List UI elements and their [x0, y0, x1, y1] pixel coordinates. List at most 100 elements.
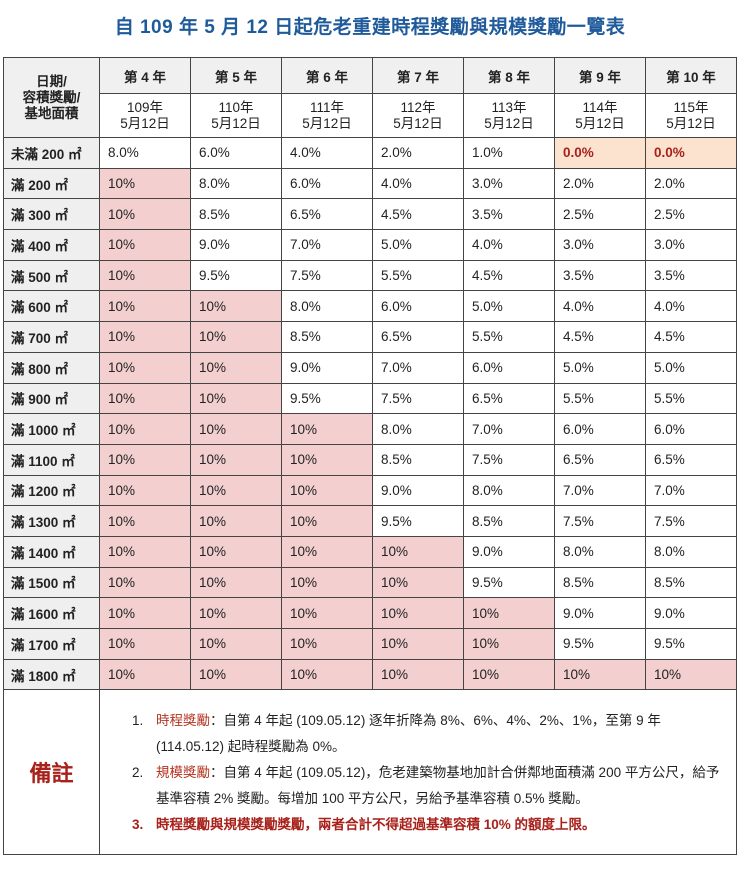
bonus-cell: 6.5% [554, 443, 646, 476]
bonus-cell: 10% [281, 658, 373, 691]
bonus-cell: 10% [372, 628, 464, 660]
date-header: 114年 5月12日 [554, 93, 646, 138]
date-line: 113年 [491, 99, 527, 115]
date-line: 5月12日 [666, 115, 716, 131]
bonus-cell: 4.0% [645, 290, 737, 323]
bonus-cell: 9.5% [372, 505, 464, 537]
bonus-cell: 10% [99, 198, 191, 231]
bonus-cell: 8.0% [190, 167, 282, 200]
bonus-cell: 10% [99, 382, 191, 415]
bonus-cell: 10% [190, 597, 282, 629]
table-row: 滿 800 ㎡ 10% 10% 9.0% 7.0% 6.0% 5.0% 5.0% [3, 351, 737, 384]
bonus-cell: 10% [99, 628, 191, 660]
bonus-cell: 7.5% [645, 505, 737, 537]
bonus-cell: 10% [99, 290, 191, 323]
year-header: 第 4 年 [99, 57, 191, 94]
area-label: 滿 1200 ㎡ [3, 474, 100, 507]
bonus-cell: 4.0% [281, 137, 373, 169]
table-row: 滿 500 ㎡ 10% 9.5% 7.5% 5.5% 4.5% 3.5% 3.5% [3, 259, 737, 292]
bonus-cell: 9.5% [463, 566, 555, 599]
corner-line: 容積獎勵/ [22, 89, 81, 105]
note-number: 3. [132, 817, 144, 833]
note-number: 2. [132, 765, 144, 781]
notes-label: 備註 [3, 689, 100, 856]
page-title: 自 109 年 5 月 12 日起危老重建時程獎勵與規模獎勵一覽表 [114, 17, 626, 38]
notes-content: 1. 時程獎勵：自第 4 年起 (109.05.12) 逐年折降為 8%、6%、4… [99, 689, 737, 856]
bonus-cell: 9.5% [190, 259, 282, 292]
note-key: 時程獎勵 [156, 713, 210, 729]
year-header: 第 6 年 [281, 57, 373, 94]
bonus-cell: 10% [99, 566, 191, 599]
corner-header: 日期/ 容積獎勵/ 基地面積 [3, 57, 100, 138]
bonus-cell: 10% [99, 443, 191, 476]
corner-line: 日期/ [36, 73, 67, 89]
table-row: 滿 200 ㎡ 10% 8.0% 6.0% 4.0% 3.0% 2.0% 2.0% [3, 167, 737, 200]
bonus-cell: 3.5% [645, 259, 737, 292]
date-line: 5月12日 [484, 115, 534, 131]
bonus-cell: 2.0% [645, 167, 737, 200]
area-label: 滿 500 ㎡ [3, 259, 100, 292]
bonus-cell: 9.0% [645, 597, 737, 629]
table-row: 滿 1600 ㎡ 10% 10% 10% 10% 10% 9.0% 9.0% [3, 597, 737, 629]
bonus-cell: 7.5% [554, 505, 646, 537]
bonus-cell: 9.5% [281, 382, 373, 415]
year-header: 第 10 年 [645, 57, 737, 94]
bonus-cell: 10% [281, 566, 373, 599]
bonus-cell: 10% [372, 658, 464, 691]
area-label: 未滿 200 ㎡ [3, 137, 100, 169]
bonus-cell: 10% [645, 658, 737, 691]
bonus-cell: 0.0% [645, 137, 737, 169]
bonus-cell: 10% [281, 443, 373, 476]
date-header: 109年 5月12日 [99, 93, 191, 138]
bonus-cell: 4.5% [645, 321, 737, 353]
bonus-cell: 8.5% [554, 566, 646, 599]
bonus-cell: 10% [463, 628, 555, 660]
bonus-cell: 7.0% [372, 351, 464, 384]
bonus-cell: 8.0% [554, 535, 646, 568]
bonus-cell: 3.0% [645, 229, 737, 261]
bonus-cell: 2.5% [554, 198, 646, 231]
bonus-cell: 10% [281, 535, 373, 568]
bonus-cell: 10% [372, 566, 464, 599]
area-label: 滿 1400 ㎡ [3, 535, 100, 568]
bonus-cell: 10% [190, 290, 282, 323]
bonus-cell: 10% [99, 474, 191, 507]
bonus-cell: 10% [190, 474, 282, 507]
bonus-cell: 10% [190, 351, 282, 384]
year-header: 第 9 年 [554, 57, 646, 94]
note-body: 時程獎勵：自第 4 年起 (109.05.12) 逐年折降為 8%、6%、4%、… [156, 708, 728, 760]
bonus-cell: 5.5% [463, 321, 555, 353]
table-row: 滿 700 ㎡ 10% 10% 8.5% 6.5% 5.5% 4.5% 4.5% [3, 321, 737, 353]
table-row: 滿 1800 ㎡ 10% 10% 10% 10% 10% 10% 10% [3, 658, 737, 691]
date-line: 111年 [309, 99, 345, 115]
bonus-cell: 10% [99, 351, 191, 384]
bonus-cell: 7.0% [463, 413, 555, 445]
bonus-cell: 10% [190, 566, 282, 599]
bonus-cell: 10% [190, 443, 282, 476]
bonus-cell: 10% [99, 505, 191, 537]
date-line: 5月12日 [120, 115, 170, 131]
bonus-cell: 9.0% [463, 535, 555, 568]
bonus-cell: 2.5% [645, 198, 737, 231]
table-row: 滿 900 ㎡ 10% 10% 9.5% 7.5% 6.5% 5.5% 5.5% [3, 382, 737, 415]
date-line: 110年 [218, 99, 254, 115]
bonus-cell: 10% [463, 658, 555, 691]
bonus-cell: 2.0% [372, 137, 464, 169]
table-row: 滿 1500 ㎡ 10% 10% 10% 10% 9.5% 8.5% 8.5% [3, 566, 737, 599]
bonus-table: 日期/ 容積獎勵/ 基地面積 第 4 年 第 5 年 第 6 年 第 7 年 第… [3, 57, 737, 856]
bonus-cell: 8.0% [463, 474, 555, 507]
area-label: 滿 600 ㎡ [3, 290, 100, 323]
date-line: 115年 [673, 99, 709, 115]
area-label: 滿 700 ㎡ [3, 321, 100, 353]
bonus-cell: 2.0% [554, 167, 646, 200]
bonus-cell: 10% [281, 474, 373, 507]
bonus-cell: 0.0% [554, 137, 646, 169]
date-line: 112年 [400, 99, 436, 115]
bonus-cell: 6.5% [463, 382, 555, 415]
bonus-cell: 5.0% [554, 351, 646, 384]
note-item: 1. 時程獎勵：自第 4 年起 (109.05.12) 逐年折降為 8%、6%、4… [128, 708, 728, 760]
bonus-cell: 3.5% [554, 259, 646, 292]
bonus-cell: 5.5% [645, 382, 737, 415]
bonus-cell: 10% [190, 382, 282, 415]
bonus-cell: 5.5% [554, 382, 646, 415]
